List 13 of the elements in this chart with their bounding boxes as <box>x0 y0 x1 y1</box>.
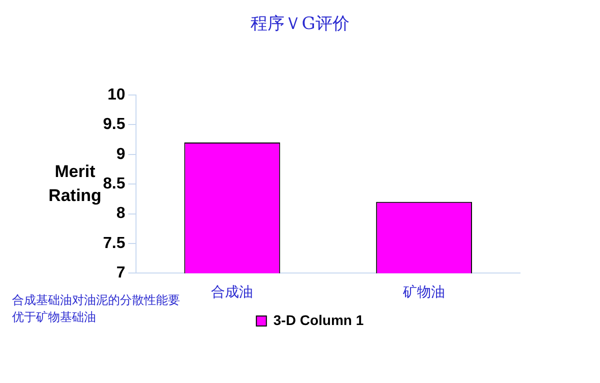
y-tick-label: 9.5 <box>102 116 126 134</box>
y-tick-label: 7 <box>116 264 126 282</box>
chart-title: 程序ＶG评价 <box>250 13 350 35</box>
x-tick-label: 矿物油 <box>402 283 446 300</box>
y-tick-label: 9 <box>116 146 126 163</box>
legend-label: 3-D Column 1 <box>273 312 364 328</box>
y-tick-label: 8 <box>116 205 126 222</box>
x-tick-label: 合成油 <box>211 283 254 300</box>
y-tick-label: 7.5 <box>102 234 126 252</box>
y-tick-label: 10 <box>107 86 126 104</box>
y-tick-label: 8.5 <box>102 176 126 193</box>
text: 合成基础油对油泥的分散性能要优于矿物基础油 <box>12 292 180 326</box>
y-axis-title: Merit Rating <box>48 162 102 205</box>
